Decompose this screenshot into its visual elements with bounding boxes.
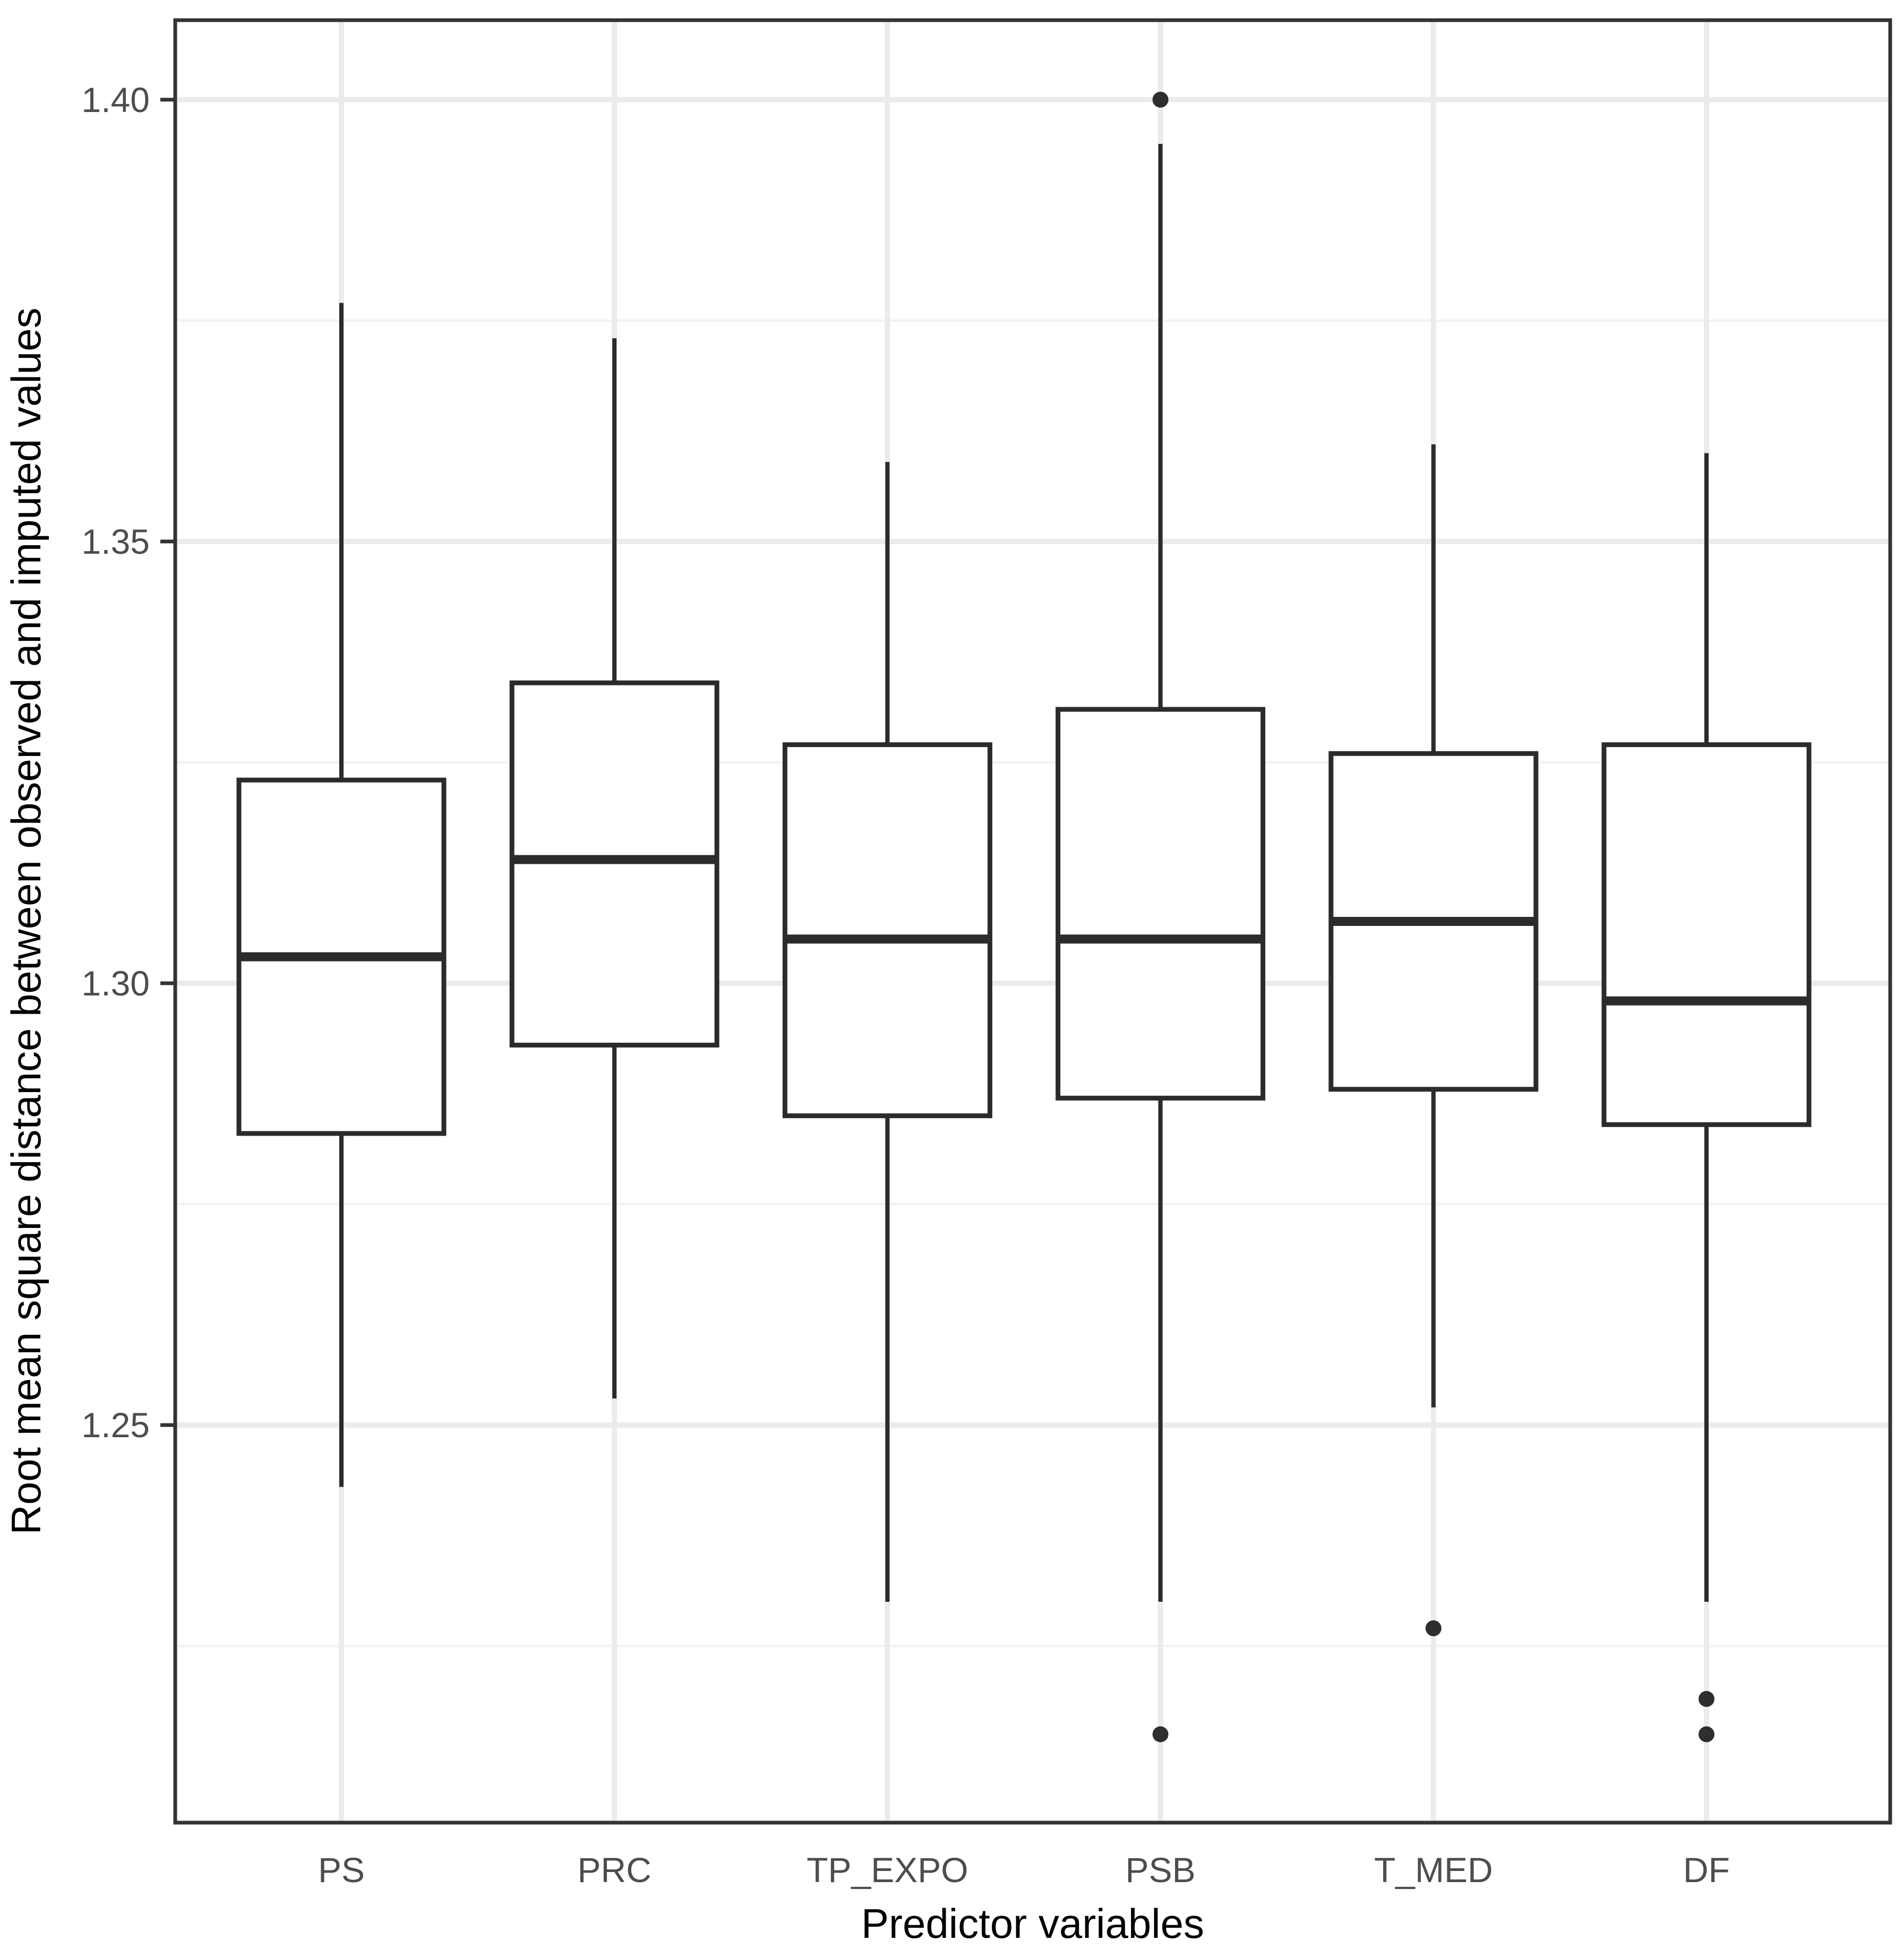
y-axis-tick-labels: 1.25 1.30 1.35 1.40 bbox=[82, 80, 150, 1445]
iqr-box bbox=[782, 742, 992, 1119]
x-axis-tick-labels: PS PRC TP_EXPO PSB T_MED DF bbox=[318, 1850, 1730, 1890]
boxplot-PS bbox=[236, 303, 447, 1487]
outlier-point bbox=[1152, 91, 1169, 108]
y-tick-label: 1.30 bbox=[82, 964, 150, 1003]
x-tick-label: PSB bbox=[1126, 1850, 1196, 1890]
x-tick-label: T_MED bbox=[1374, 1850, 1493, 1890]
outlier-point bbox=[1699, 1691, 1714, 1707]
iqr-box bbox=[1056, 707, 1266, 1101]
boxplot-DF bbox=[1601, 453, 1812, 1742]
x-axis-title: Predictor variables bbox=[861, 1900, 1204, 1947]
panel-border bbox=[173, 18, 1892, 1825]
boxplot-T_MED bbox=[1328, 444, 1539, 1636]
y-tick-label: 1.40 bbox=[82, 80, 150, 119]
x-tick-label: PS bbox=[318, 1850, 365, 1890]
x-tick-label: DF bbox=[1683, 1850, 1730, 1890]
boxplots bbox=[236, 91, 1812, 1742]
boxplot-PRC bbox=[509, 338, 719, 1399]
y-tick-label: 1.35 bbox=[82, 522, 150, 561]
outlier-point bbox=[1425, 1620, 1442, 1636]
y-axis-title: Root mean square distance between observ… bbox=[3, 307, 49, 1534]
x-tick-label: TP_EXPO bbox=[807, 1850, 968, 1890]
outlier-point bbox=[1699, 1726, 1714, 1742]
iqr-box bbox=[1601, 742, 1812, 1127]
boxplot-TP_EXPO bbox=[782, 462, 992, 1602]
boxplot-PSB bbox=[1056, 91, 1266, 1742]
x-tick-label: PRC bbox=[578, 1850, 651, 1890]
y-tick-label: 1.25 bbox=[82, 1405, 150, 1445]
y-axis-tick-marks bbox=[160, 98, 175, 1427]
outlier-point bbox=[1152, 1726, 1169, 1742]
